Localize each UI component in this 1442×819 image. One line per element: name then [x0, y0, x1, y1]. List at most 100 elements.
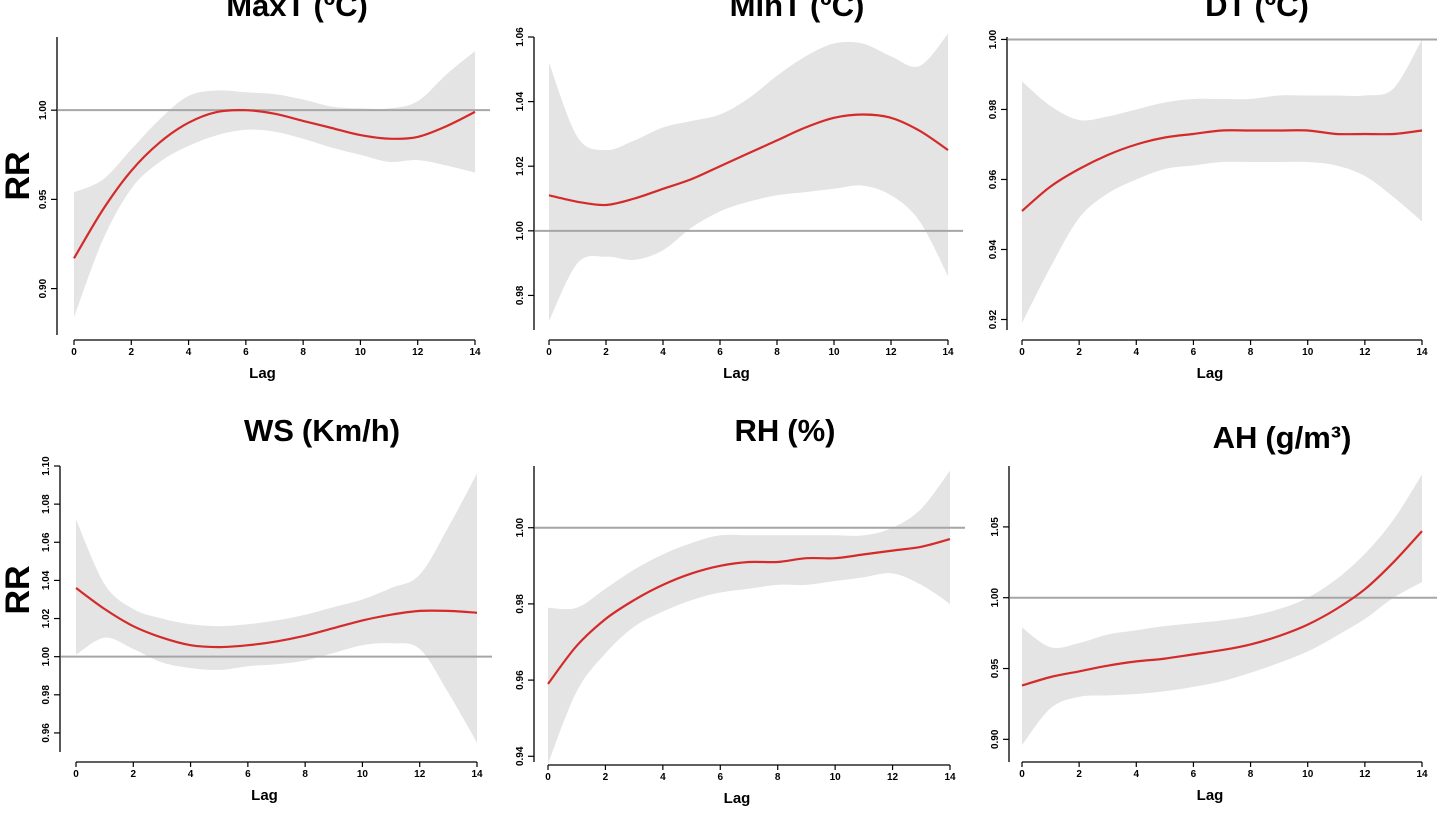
x-tick-label: 0 [1019, 347, 1025, 358]
x-tick-label: 14 [1416, 769, 1428, 780]
x-tick-label: 12 [414, 769, 426, 780]
y-tick-label: 1.08 [41, 494, 52, 514]
y-tick-label: 0.94 [515, 746, 526, 766]
confidence-band [1022, 474, 1422, 745]
y-tick-label: 1.00 [515, 221, 526, 241]
x-tick-label: 12 [1359, 347, 1371, 358]
x-tick-label: 6 [243, 347, 249, 358]
x-tick-label: 10 [828, 347, 840, 358]
x-axis-label: Lag [723, 365, 750, 382]
x-tick-label: 0 [545, 772, 551, 783]
panel-title-unit: (g/m³) [1265, 420, 1351, 455]
x-tick-label: 14 [469, 347, 481, 358]
y-tick-label: 0.98 [515, 594, 526, 614]
x-axis-label: Lag [251, 787, 278, 804]
x-tick-label: 8 [1248, 769, 1254, 780]
panel-title-name: WS [244, 413, 294, 448]
x-axis-label: Lag [1197, 365, 1224, 382]
y-tick-label: 1.00 [988, 29, 999, 49]
x-tick-label: 12 [885, 347, 897, 358]
x-tick-label: 2 [603, 347, 609, 358]
y-tick-label: 1.00 [41, 647, 52, 667]
x-tick-label: 2 [1076, 347, 1082, 358]
x-tick-label: 8 [774, 347, 780, 358]
x-tick-label: 14 [1416, 347, 1428, 358]
x-tick-label: 4 [188, 769, 194, 780]
panel-title-unit: (ºC) [313, 0, 367, 23]
x-tick-label: 8 [775, 772, 781, 783]
x-tick-label: 0 [73, 769, 79, 780]
y-tick-label: 1.04 [41, 570, 52, 590]
y-tick-label: 0.94 [988, 239, 999, 259]
panel-dt: 0.92 0.94 0.96 0.98 1.00 0 2 4 6 8 10 12 14 Lag DT (ºC) [988, 0, 1437, 382]
panel-title-unit: (ºC) [810, 0, 864, 23]
x-tick-label: 6 [718, 772, 724, 783]
y-tick-label: 0.90 [990, 729, 1001, 749]
y-tick-label: 0.98 [41, 685, 52, 705]
row2-ylabel: RR [0, 565, 37, 614]
panel-title: AH (g/m³) [1213, 420, 1352, 455]
panel-title-unit: (%) [787, 413, 835, 448]
confidence-band [76, 473, 477, 743]
y-tick-label: 0.95 [990, 658, 1001, 678]
panel-title: MinT (ºC) [730, 0, 865, 23]
y-tick-label: 1.00 [515, 518, 526, 538]
confidence-band [548, 470, 950, 764]
rr-curve [547, 538, 951, 685]
x-axis-label: Lag [249, 365, 276, 382]
x-tick-label: 14 [471, 769, 483, 780]
rr-curve [1021, 129, 1423, 212]
x-tick-label: 2 [603, 772, 609, 783]
x-tick-label: 6 [717, 347, 723, 358]
y-tick-label: 1.10 [41, 456, 52, 476]
x-tick-label: 0 [71, 347, 77, 358]
panel-title: RH (%) [735, 413, 836, 448]
panel-title-name: DT [1205, 0, 1246, 23]
x-tick-label: 12 [412, 347, 424, 358]
x-tick-label: 4 [660, 772, 666, 783]
x-tick-label: 4 [1134, 769, 1140, 780]
x-tick-label: 8 [1248, 347, 1254, 358]
y-tick-label: 0.95 [38, 189, 49, 209]
x-tick-label: 8 [302, 769, 308, 780]
panel-ws: 0.96 0.98 1.00 1.02 1.04 1.06 1.08 1.10 0 2 4 6 8 10 1… [41, 413, 492, 804]
panel-title-unit: (ºC) [1254, 0, 1308, 23]
x-tick-label: 12 [1359, 769, 1371, 780]
x-tick-label: 10 [830, 772, 842, 783]
y-tick-label: 1.04 [515, 91, 526, 111]
panel-title-name: MaxT [226, 0, 305, 23]
x-tick-label: 4 [660, 347, 666, 358]
x-tick-label: 4 [1134, 347, 1140, 358]
x-axis-label: Lag [724, 790, 751, 807]
y-tick-label: 1.06 [41, 532, 52, 552]
x-tick-label: 2 [131, 769, 137, 780]
confidence-band [74, 51, 475, 318]
y-tick-label: 1.00 [990, 588, 1001, 608]
y-tick-label: 0.96 [515, 670, 526, 690]
y-tick-label: 0.92 [988, 309, 999, 329]
panel-title: MaxT (ºC) [226, 0, 368, 23]
panel-title-name: MinT [730, 0, 802, 23]
rr-curve [1021, 530, 1423, 687]
panel-rh: 0.94 0.96 0.98 1.00 0 2 4 6 8 10 12 14 Lag RH (%) [515, 413, 965, 807]
panel-title: WS (Km/h) [244, 413, 400, 448]
y-tick-label: 0.96 [41, 723, 52, 743]
x-tick-label: 10 [1302, 347, 1314, 358]
y-tick-label: 0.98 [988, 99, 999, 119]
panel-maxt: 0.90 0.95 1.00 0 2 4 6 8 10 12 14 Lag MaxT (ºC) [38, 0, 490, 382]
confidence-band [549, 33, 948, 322]
rr-curve [548, 113, 949, 207]
rr-curve [75, 587, 478, 649]
x-tick-label: 6 [1191, 347, 1197, 358]
y-tick-label: 1.00 [38, 100, 49, 120]
x-tick-label: 4 [186, 347, 192, 358]
y-tick-label: 0.90 [38, 278, 49, 298]
panel-title: DT (ºC) [1205, 0, 1309, 23]
panel-title-unit: (Km/h) [302, 413, 400, 448]
panel-title-name: AH [1213, 420, 1258, 455]
x-tick-label: 6 [245, 769, 251, 780]
x-tick-label: 14 [942, 347, 954, 358]
panel-ah: 0.90 0.95 1.00 1.05 0 2 4 6 8 10 12 14 Lag AH (g/m³) [990, 420, 1437, 804]
panel-title-name: RH [735, 413, 780, 448]
